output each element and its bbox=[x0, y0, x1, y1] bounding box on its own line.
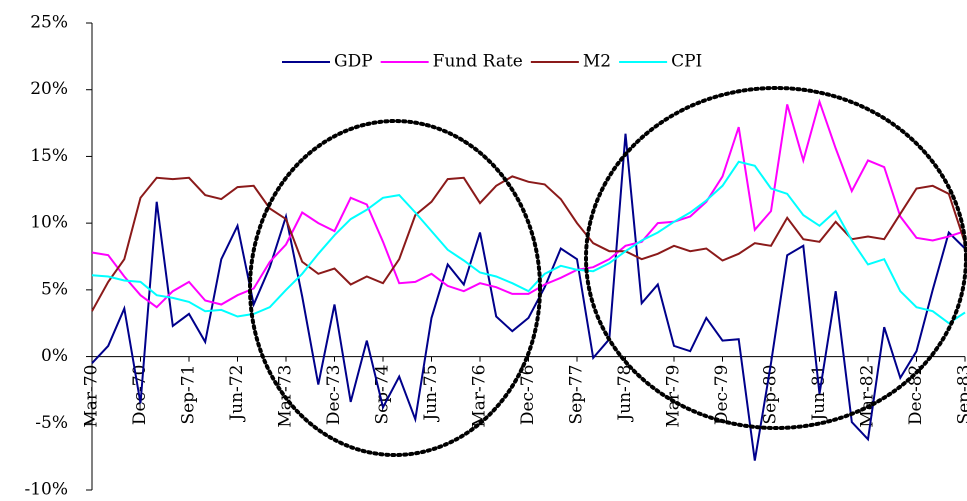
legend-label: GDP bbox=[334, 52, 373, 72]
series-line bbox=[91, 98, 966, 309]
x-tick-label: Jun-72 bbox=[227, 365, 247, 423]
x-tick-label: Dec-73 bbox=[324, 365, 344, 426]
legend: GDP Fund Rate M2 CPI bbox=[282, 52, 702, 72]
x-tick-label: Sep-71 bbox=[179, 365, 199, 425]
plot: -10%-5%0%5%10%15%20%25%Mar-70 Dec-70 Sep-7… bbox=[24, 13, 967, 500]
y-tick-label: 25% bbox=[30, 13, 68, 33]
x-tick-label: Jun-78 bbox=[615, 365, 635, 423]
y-tick-label: 10% bbox=[30, 213, 68, 233]
y-tick-label: 5% bbox=[41, 279, 68, 299]
x-tick-label: Jun-75 bbox=[421, 365, 441, 423]
x-tick-label: Mar-79 bbox=[664, 365, 684, 428]
highlight-ellipse bbox=[584, 86, 967, 430]
legend-label: M2 bbox=[583, 52, 611, 72]
x-tick-label: Sep-83 bbox=[955, 365, 967, 425]
x-tick-label: Sep-80 bbox=[761, 365, 781, 425]
legend-label: Fund Rate bbox=[433, 52, 523, 72]
y-tick-label: 15% bbox=[30, 146, 68, 166]
y-tick-label: 0% bbox=[41, 346, 68, 366]
x-tick-label: Mar-70 bbox=[82, 365, 102, 428]
x-tick-label: Mar-76 bbox=[470, 365, 490, 428]
highlight-ellipse bbox=[248, 119, 542, 457]
x-tick-label: Sep-74 bbox=[373, 365, 393, 425]
series-line bbox=[91, 133, 966, 461]
legend-label: CPI bbox=[671, 52, 702, 72]
x-tick-label: Dec-79 bbox=[712, 365, 732, 426]
y-tick-label: 20% bbox=[30, 79, 68, 99]
x-tick-label: Sep-77 bbox=[567, 365, 587, 425]
y-tick-label: -10% bbox=[24, 480, 68, 500]
series-line bbox=[91, 160, 966, 325]
x-tick-label: Dec-76 bbox=[518, 365, 538, 426]
y-tick-label: -5% bbox=[35, 413, 68, 433]
series-line bbox=[91, 175, 966, 312]
